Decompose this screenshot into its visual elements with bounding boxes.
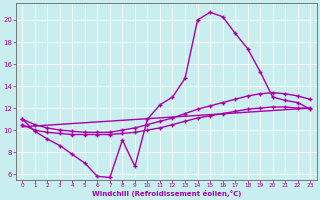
X-axis label: Windchill (Refroidissement éolien,°C): Windchill (Refroidissement éolien,°C) <box>92 190 241 197</box>
